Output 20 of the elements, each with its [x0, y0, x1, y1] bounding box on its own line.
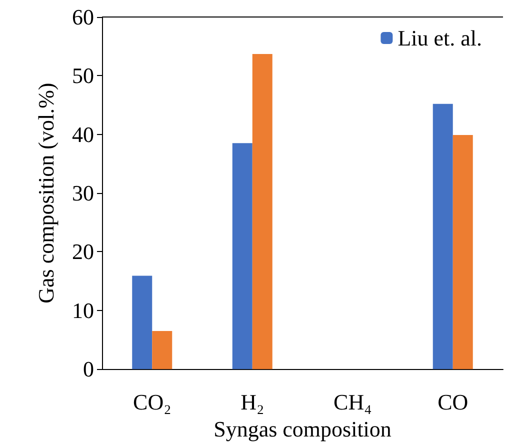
bar: [232, 143, 252, 370]
x-tick-label: H₂: [240, 390, 264, 415]
y-tick-label: 10: [72, 298, 94, 323]
bar: [432, 104, 453, 370]
y-tick-label: 40: [72, 122, 94, 147]
x-tick-label: CO₂: [133, 390, 172, 415]
y-tick-label: 30: [72, 180, 94, 206]
y-tick-label: 0: [83, 356, 94, 382]
legend-label: Liu et. al.: [398, 26, 482, 50]
bar: [452, 134, 473, 370]
y-tick-label: 20: [72, 239, 94, 264]
x-axis-title: Syngas composition: [214, 416, 392, 442]
y-axis-title: Gas composition (vol.%): [34, 82, 58, 304]
x-tick-label: CH₄: [334, 390, 372, 415]
y-tick-label: 50: [72, 63, 94, 88]
bar: [152, 330, 172, 370]
y-tick-label: 60: [72, 4, 94, 30]
x-tick-label: CO: [438, 390, 468, 415]
bar: [252, 54, 272, 370]
bar: [132, 276, 152, 370]
